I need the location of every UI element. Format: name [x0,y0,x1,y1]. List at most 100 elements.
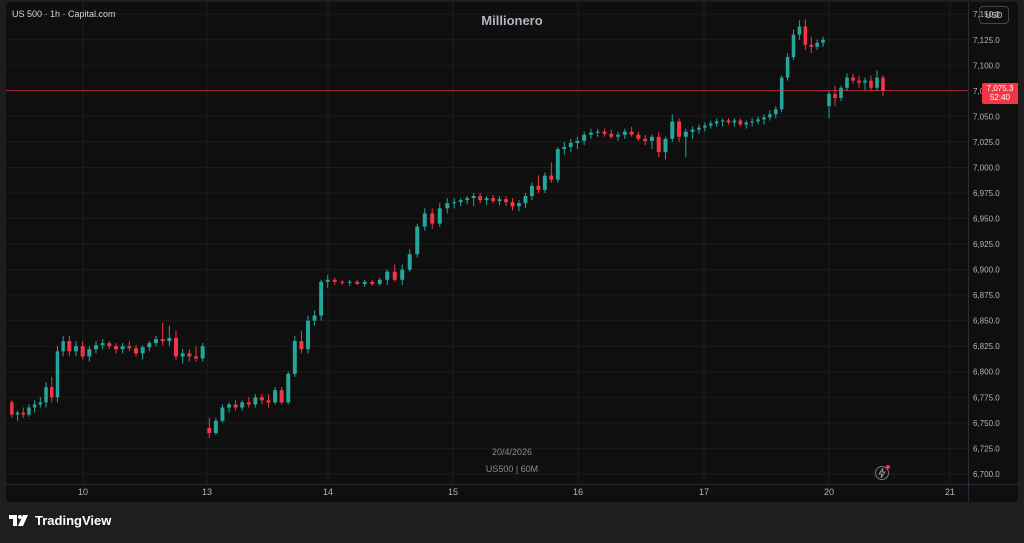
price-axis-label: 6,700.0 [973,470,1000,479]
candle-body [187,353,192,357]
chart-area[interactable]: 6,700.0 6,725.0 6,750.0 6,775.0 6,800.0 6,825… [6,2,1018,502]
candle-body [768,114,772,118]
chart-title: Millionero [481,13,543,28]
candle-body [549,175,554,180]
notification-dot [886,465,890,469]
candle-body [74,346,78,352]
candle-body [774,109,778,115]
candle-body [815,42,819,47]
candle-body [355,281,360,284]
price-axis-label: 6,750.0 [973,419,1000,428]
candle-body [312,315,317,321]
candle-body [491,198,496,202]
candle-body [827,93,831,107]
price-axis-label: 6,900.0 [973,266,1000,275]
candle-body [180,353,185,357]
candle-body [542,175,547,190]
candle-body [649,136,654,141]
watermark-date: 20/4/2026 [491,447,533,457]
price-axis-label: 7,100.0 [973,61,1000,70]
candle-body [325,279,330,282]
candle-body [400,269,405,280]
candle-body [422,213,427,227]
time-axis-label: 10 [78,487,88,497]
price-axis-label: 6,825.0 [973,342,1000,351]
candle-body [227,404,231,408]
candle-body [857,80,861,83]
candle-body [732,120,737,123]
tradingview-logo-icon[interactable] [9,515,29,526]
price-axis-label: 6,925.0 [973,240,1000,249]
candle-body [875,77,879,88]
candle-body [636,134,641,139]
candle-body [415,226,420,255]
candle-body [562,147,567,150]
candle-body [851,77,855,81]
candle-body [523,196,528,204]
candle-body [134,348,138,354]
candle-body [791,34,796,58]
currency-button[interactable]: USD [979,6,1009,24]
candle-body [266,400,271,403]
candle-body [756,119,760,122]
candle-body [299,341,304,350]
footer: TradingView [9,513,111,528]
symbol-info[interactable]: US 500 · 1h · Capital.com [12,9,116,19]
candle-body [504,199,508,203]
candle-body [839,87,843,98]
time-axis-label: 16 [573,487,583,497]
candle-body [881,77,885,91]
candle-body [750,121,754,123]
candle-body [273,390,278,403]
candle-body [286,373,291,403]
candle-body [744,122,748,125]
candle-body [21,412,25,415]
candle-body [555,149,560,180]
candle-body [154,339,158,344]
tradingview-brand[interactable]: TradingView [35,513,112,528]
candle-body [821,39,825,43]
candle-body [362,281,367,284]
time-axis-label: 17 [699,487,709,497]
current-price-label: 7,075.3 [986,83,1014,93]
candle-body [407,254,412,270]
candlestick-chart: 6,700.0 6,725.0 6,750.0 6,775.0 6,800.0 6,825… [6,2,1018,502]
candle-body [233,404,238,408]
candle-body [595,131,600,133]
candle-body [845,77,849,88]
candle-body [863,80,867,83]
candle-body [174,338,178,357]
candle-body [167,338,172,342]
candle-body [27,407,31,415]
candle-body [445,203,450,209]
candle-body [452,202,457,204]
candle-body [430,213,435,224]
candle-body [697,127,701,130]
candle-body [529,185,534,197]
candle-body [602,131,607,134]
candle-body [120,346,125,350]
candle-body [510,202,515,207]
candle-body [347,281,352,283]
candle-body [484,198,489,201]
candle-body [207,427,212,434]
bolt-icon[interactable] [875,465,890,480]
candle-body [127,346,132,349]
candle-body [471,196,476,199]
candle-body [340,281,345,283]
candle-body [319,281,324,316]
candle-body [779,77,784,110]
candle-body [213,420,218,434]
candle-body [629,131,634,135]
candle-body [622,131,627,135]
candle-body [377,279,382,284]
candle-body [67,341,72,352]
candle-body [10,402,14,415]
candle-body [663,138,668,153]
candle-body [437,208,442,224]
candle-body [478,196,483,201]
candle-body [114,346,118,350]
candle-body [194,356,198,359]
candle-body [61,341,65,352]
candle-body [246,402,251,405]
